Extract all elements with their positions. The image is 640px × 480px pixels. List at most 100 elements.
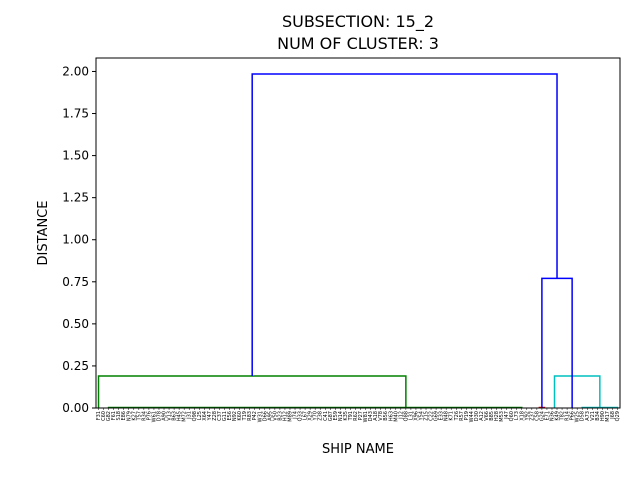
leaf-label: J74 [293, 411, 299, 420]
leaf-label: M17 [605, 411, 611, 422]
leaf-label: D30 [474, 411, 480, 421]
leaf-label: V78 [378, 411, 384, 421]
leaf-label: J31 [187, 411, 193, 420]
leaf-label: C60 [101, 411, 107, 421]
leaf-label: T26 [454, 411, 460, 421]
dendrogram-link [97, 375, 407, 408]
leaf-label: N92 [232, 411, 238, 421]
leaf-label: K27 [131, 411, 137, 421]
leaf-label: E56 [227, 411, 233, 421]
leaf-label: C58 [534, 411, 540, 421]
leaf-label: X29 [308, 411, 314, 421]
leaf-label: E71 [544, 411, 550, 421]
leaf-label: L67 [303, 411, 309, 420]
y-tick-label: 1.50 [62, 149, 89, 163]
leaf-label: M53 [499, 411, 505, 422]
leaf-label: P27 [358, 411, 364, 420]
plot-frame [95, 57, 621, 409]
leaf-label: D78 [156, 411, 162, 421]
leaf-label: P66 [570, 411, 576, 420]
y-axis-label: DISTANCE [36, 201, 51, 266]
leaf-label: V66 [484, 411, 490, 421]
leaf-labels: F31 C60 G82 F61 S18 E86 N79 K27 T57 R34 P76 W61 D78 A… [96, 408, 621, 422]
leaf-label: H63 [388, 411, 394, 421]
leaf-label: X64 [202, 411, 208, 421]
dendrogram-link [251, 73, 558, 377]
leaf-label: Z37 [529, 411, 535, 421]
chart-title-line-1: SUBSECTION: 15_2 [282, 12, 434, 32]
leaf-label: D58 [580, 411, 586, 421]
leaf-label: T19 [242, 411, 248, 421]
leaf-label: Z28 [212, 411, 218, 421]
leaf-label: Y92 [524, 411, 530, 421]
leaf-label: D66 [262, 411, 268, 421]
leaf-label: Q88 [403, 411, 409, 421]
leaf-label: N79 [126, 411, 132, 421]
leaf-label: L73 [514, 411, 520, 420]
leaf-label: T57 [136, 411, 142, 421]
leaf-label: C22 [429, 411, 435, 421]
leaf-label: A18 [373, 411, 379, 421]
leaf-label: E86 [121, 411, 127, 421]
leaf-label: Q60 [509, 411, 515, 421]
leaf-label: E59 [333, 411, 339, 421]
y-tick-label: 1.25 [62, 191, 89, 205]
leaf-label: R57 [459, 411, 465, 421]
leaf-label: W31 [257, 411, 263, 422]
dendrogram-link [553, 375, 601, 408]
leaf-label: B63 [172, 411, 178, 421]
leaf-label: V21 [590, 411, 596, 421]
leaf-label: K71 [449, 411, 455, 421]
leaf-label: J68 [610, 411, 616, 420]
leaf-label: M72 [182, 411, 188, 422]
leaf-label: K60 [237, 411, 243, 421]
leaf-label: N14 [338, 411, 344, 421]
leaf-label: C41 [323, 411, 329, 421]
y-tick-label: 1.00 [62, 233, 89, 247]
leaf-label: X96 [413, 411, 419, 421]
leaf-label: G11 [222, 411, 228, 421]
leaf-label: A95 [267, 411, 273, 421]
leaf-label: G69 [434, 411, 440, 421]
leaf-label: M89 [287, 411, 293, 422]
leaf-label: Y47 [207, 411, 213, 421]
leaf-label: H12 [282, 411, 288, 421]
y-tick-label: 0.50 [62, 317, 89, 331]
leaf-label: T91 [348, 411, 354, 421]
leaf-label: G24 [539, 411, 545, 421]
leaf-label: Y70 [313, 411, 319, 421]
leaf-label: Y54 [418, 411, 424, 421]
leaf-label: R14 [565, 411, 571, 421]
leaf-label: F61 [111, 411, 117, 420]
dendrogram-links [97, 73, 619, 409]
y-tick-label: 0.75 [62, 275, 89, 289]
y-axis-ticks: 0.00 0.25 0.50 0.75 1.00 1.25 1.50 1.75 2.00 [62, 64, 96, 415]
x-axis-label: SHIP NAME [322, 442, 394, 457]
y-tick-label: 0.25 [62, 359, 89, 373]
leaf-label: G82 [106, 411, 112, 421]
leaf-label: Z15 [424, 411, 430, 421]
leaf-label: Z38 [318, 411, 324, 421]
leaf-label: W81 [363, 411, 369, 422]
leaf-label: R83 [247, 411, 253, 421]
leaf-label: N48 [444, 411, 450, 421]
leaf-label: G87 [328, 411, 334, 421]
leaf-label: H45 [177, 411, 183, 421]
leaf-label: M40 [393, 411, 399, 422]
leaf-label: B34 [595, 411, 601, 421]
leaf-label: F31 [96, 411, 102, 420]
leaf-label: H90 [600, 411, 606, 421]
chart-title-line-2: NUM OF CLUSTER: 3 [277, 34, 439, 53]
leaf-label: R62 [353, 411, 359, 421]
leaf-label: J12 [398, 411, 404, 420]
y-tick-label: 0.00 [62, 401, 89, 415]
leaf-label: V13 [167, 411, 173, 421]
leaf-label: H28 [494, 411, 500, 421]
dendrogram-link [541, 277, 573, 408]
leaf-label: P42 [252, 411, 258, 420]
leaf-label: N36 [549, 411, 555, 421]
leaf-label: V50 [272, 411, 278, 421]
leaf-label: B85 [489, 411, 495, 421]
leaf-label: X18 [519, 411, 525, 421]
